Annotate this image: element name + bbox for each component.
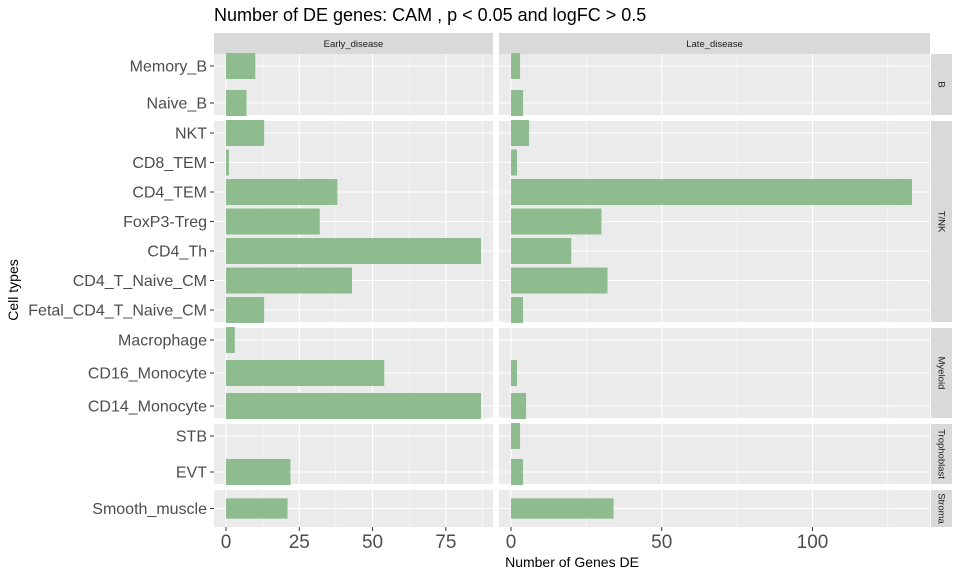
y-tick-label-evt: EVT — [176, 465, 207, 482]
panel-early-disease-myeloid — [214, 327, 493, 419]
panel-background — [499, 54, 930, 115]
facet-grid: Early_disease Late_disease B Memory_B Naive_… — [28, 33, 952, 553]
x-tick-label-late-disease-0: 0 — [506, 532, 517, 553]
panel-late-disease-b — [499, 53, 930, 116]
bar-late-disease-nkt — [511, 120, 530, 146]
bar-early-disease-cd4-t-naive-cm — [226, 267, 353, 294]
panel-early-disease-trophoblast — [214, 424, 493, 485]
bar-early-disease-fetal-cd4-t-naive-cm — [226, 297, 265, 323]
bar-late-disease-cd14-monocyte — [511, 393, 527, 419]
row-strip-label-stroma: Stroma — [936, 493, 947, 524]
bar-late-disease-naive-b — [511, 90, 524, 116]
column-strip-label-late-disease: Late_disease — [686, 39, 743, 50]
y-tick-label-naive-b: Naive_B — [147, 96, 207, 113]
y-tick-label-macrophage: Macrophage — [118, 333, 207, 350]
bar-late-disease-evt — [511, 459, 524, 485]
panel-late-disease-trophoblast — [499, 423, 930, 485]
panel-background — [214, 54, 493, 115]
column-strip-early-disease — [214, 33, 493, 54]
y-tick-label-cd14-monocyte: CD14_Monocyte — [88, 399, 207, 416]
y-tick-label-cd16-monocyte: CD16_Monocyte — [88, 366, 207, 383]
x-tick-label-early-disease-25: 25 — [289, 532, 310, 553]
bar-late-disease-cd16-monocyte — [511, 360, 518, 386]
bar-early-disease-nkt — [226, 120, 265, 146]
y-tick-label-fetal-cd4-t-naive-cm: Fetal_CD4_T_Naive_CM — [28, 303, 207, 320]
x-tick-label-late-disease-50: 50 — [651, 532, 672, 553]
bar-early-disease-naive-b — [226, 90, 247, 116]
row-strip-label-trophoblast: Trophoblast — [936, 429, 947, 479]
column-strip-late-disease — [499, 33, 930, 54]
y-tick-label-nkt: NKT — [175, 126, 207, 143]
bar-early-disease-cd4-tem — [226, 179, 338, 205]
row-strip-label-b: B — [936, 81, 947, 87]
bar-early-disease-foxp3-treg — [226, 208, 320, 235]
bar-late-disease-stb — [511, 423, 521, 449]
bar-late-disease-cd4-t-naive-cm — [511, 267, 608, 294]
row-strip-trophoblast — [931, 424, 952, 484]
x-tick-label-late-disease-100: 100 — [797, 532, 829, 553]
panel-early-disease-stroma — [214, 490, 493, 527]
y-axis-title: Cell types — [5, 259, 21, 320]
bar-early-disease-cd4-th — [226, 238, 481, 264]
y-tick-label-cd8-tem: CD8_TEM — [132, 155, 207, 172]
bar-late-disease-cd8-tem — [511, 149, 518, 176]
column-strip-label-early-disease: Early_disease — [324, 39, 384, 50]
panel-early-disease-t-nk — [214, 120, 493, 323]
row-strip-label-t-nk: T/NK — [936, 211, 947, 233]
bar-early-disease-cd8-tem — [226, 149, 229, 176]
row-strip-stroma — [931, 490, 952, 527]
bar-early-disease-smooth-muscle — [226, 498, 288, 519]
y-tick-label-stb: STB — [176, 429, 207, 446]
bar-early-disease-cd16-monocyte — [226, 360, 385, 386]
bar-late-disease-foxp3-treg — [511, 208, 602, 235]
bar-late-disease-memory-b — [511, 53, 521, 79]
panel-late-disease-t-nk — [499, 120, 930, 323]
bar-late-disease-fetal-cd4-t-naive-cm — [511, 297, 524, 323]
row-strip-t-nk — [931, 121, 952, 322]
bar-late-disease-smooth-muscle — [511, 498, 614, 519]
y-tick-label-cd4-tem: CD4_TEM — [132, 185, 207, 202]
y-tick-label-memory-b: Memory_B — [130, 59, 207, 76]
x-tick-label-early-disease-0: 0 — [221, 532, 232, 553]
panel-early-disease-b — [214, 53, 493, 116]
x-axis-title: Number of Genes DE — [505, 554, 639, 570]
chart-title: Number of DE genes: CAM , p < 0.05 and l… — [214, 5, 646, 25]
x-tick-label-early-disease-75: 75 — [435, 532, 456, 553]
row-strip-label-myeloid: Myeloid — [936, 357, 947, 390]
row-strip-myeloid — [931, 328, 952, 418]
bar-late-disease-cd4-tem — [511, 179, 912, 205]
bar-early-disease-evt — [226, 459, 291, 485]
bar-early-disease-macrophage — [226, 327, 235, 353]
row-strip-b — [931, 54, 952, 115]
bar-early-disease-cd14-monocyte — [226, 393, 481, 419]
panel-late-disease-myeloid — [499, 328, 930, 419]
panel-background — [499, 424, 930, 484]
y-tick-label-cd4-th: CD4_Th — [147, 244, 207, 261]
bar-late-disease-cd4-th — [511, 238, 572, 264]
x-tick-label-early-disease-50: 50 — [362, 532, 383, 553]
y-tick-label-cd4-t-naive-cm: CD4_T_Naive_CM — [73, 273, 207, 290]
bar-early-disease-memory-b — [226, 53, 256, 79]
y-tick-label-smooth-muscle: Smooth_muscle — [92, 501, 207, 518]
y-tick-label-foxp3-treg: FoxP3-Treg — [123, 214, 207, 231]
panel-late-disease-stroma — [499, 490, 930, 527]
